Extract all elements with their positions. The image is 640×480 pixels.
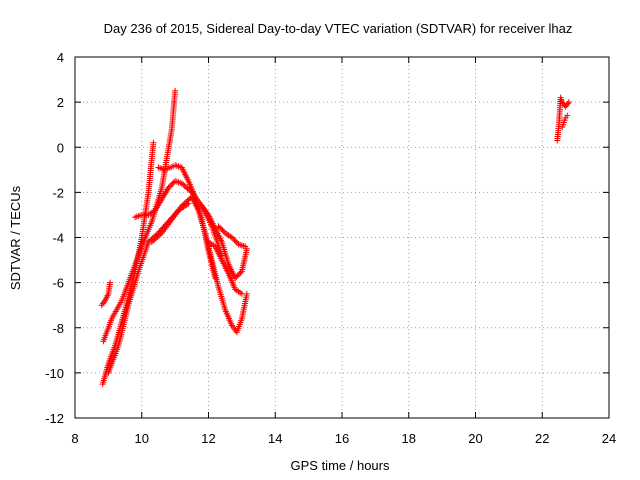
y-tick-label: 0 (57, 140, 64, 155)
data-point (234, 239, 241, 246)
data-point (233, 273, 240, 280)
y-tick-label: -2 (52, 185, 64, 200)
x-tick-labels: 8 10 12 14 16 18 20 22 24 (71, 431, 616, 446)
y-tick-label: 2 (57, 95, 64, 110)
series-track-k (554, 94, 572, 144)
data-point (231, 237, 238, 244)
data-point (154, 233, 161, 240)
series-track-g (148, 193, 250, 336)
x-tick-label: 20 (468, 431, 482, 446)
data-point (172, 87, 179, 94)
x-tick-label: 12 (201, 431, 215, 446)
data-point (181, 200, 188, 207)
data-point (185, 196, 192, 203)
data-point (236, 271, 243, 278)
y-tick-label: -12 (45, 411, 64, 426)
data-point (168, 182, 175, 189)
series-track-l (559, 112, 571, 130)
data-point (220, 228, 227, 235)
data-point (169, 180, 176, 187)
data-point (166, 183, 173, 190)
series-track-d (98, 279, 114, 309)
data-point (181, 182, 188, 189)
data-point (243, 290, 250, 297)
data-point (564, 112, 571, 119)
data-point (183, 184, 190, 191)
data-point (178, 180, 185, 187)
data-point (232, 238, 239, 245)
data-point (237, 269, 244, 276)
data-point (238, 290, 245, 297)
y-tick-label: -6 (52, 276, 64, 291)
data-point (565, 99, 572, 106)
series-track-j (215, 223, 249, 250)
data-point (180, 181, 187, 188)
data-point (219, 227, 226, 234)
x-tick-label: 24 (602, 431, 616, 446)
data-point (183, 199, 190, 206)
data-point (230, 235, 237, 242)
series-track-i (205, 239, 245, 297)
data-point (232, 275, 239, 282)
data-point (150, 139, 157, 146)
data-point (218, 225, 225, 232)
y-tick-label: -8 (52, 321, 64, 336)
data-point (107, 279, 114, 286)
x-tick-label: 10 (135, 431, 149, 446)
data-point (216, 224, 223, 231)
series-track-h (198, 202, 250, 282)
data-point (228, 234, 235, 241)
data-point (165, 184, 172, 191)
series-track-a (99, 139, 157, 388)
x-tick-label: 22 (535, 431, 549, 446)
y-axis-label: SDTVAR / TECUs (8, 185, 23, 290)
y-tick-label: -10 (45, 366, 64, 381)
data-point (150, 237, 157, 244)
x-tick-label: 18 (402, 431, 416, 446)
x-tick-label: 8 (71, 431, 78, 446)
x-tick-label: 14 (268, 431, 282, 446)
data-points (98, 87, 572, 388)
y-tick-label: 4 (57, 50, 64, 65)
data-point (242, 243, 249, 250)
x-axis-label: GPS time / hours (291, 458, 390, 473)
tick-marks (74, 56, 610, 419)
data-point (155, 232, 162, 239)
data-point (148, 239, 155, 246)
data-point (215, 223, 222, 230)
data-point (153, 235, 160, 242)
data-point (184, 197, 191, 204)
data-point (180, 201, 187, 208)
data-point (178, 202, 185, 209)
data-point (151, 236, 158, 243)
data-point (234, 272, 241, 279)
y-tick-labels: -12 -10 -8 -6 -4 -2 0 2 4 (45, 50, 64, 426)
data-point (157, 231, 164, 238)
chart-title: Day 236 of 2015, Sidereal Day-to-day VTE… (104, 21, 573, 36)
y-tick-label: -4 (52, 231, 64, 246)
x-tick-label: 16 (335, 431, 349, 446)
